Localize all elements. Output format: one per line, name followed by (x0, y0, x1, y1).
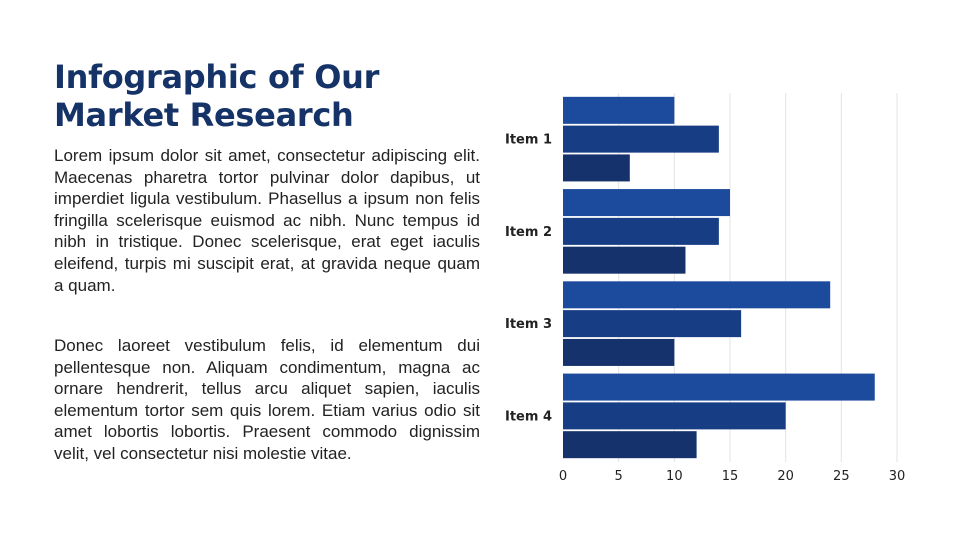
bar (563, 431, 697, 459)
bar (563, 246, 686, 274)
bar (563, 402, 786, 430)
category-label: Item 1 (505, 133, 552, 148)
slide-title: Infographic of Our Market Research (54, 58, 494, 134)
bar (563, 189, 730, 217)
chart-x-tick-labels: 0 5 10 15 20 25 30 (559, 469, 905, 484)
bar-chart: Item 1 Item 2 Item 3 Item 4 0 5 10 15 20 25 30 (505, 93, 905, 484)
bar (563, 125, 719, 153)
bar (563, 281, 831, 309)
x-tick-label: 10 (666, 469, 683, 484)
slide-title-line-1: Infographic of Our (54, 58, 380, 96)
bar (563, 338, 675, 366)
slide-title-line-2: Market Research (54, 96, 354, 134)
bar (563, 310, 742, 338)
x-tick-label: 30 (889, 469, 906, 484)
category-label: Item 3 (505, 317, 552, 332)
chart-bars (563, 96, 875, 459)
body-paragraph-1: Lorem ipsum dolor sit amet, consectetur … (54, 146, 480, 295)
bar (563, 154, 630, 182)
x-tick-label: 25 (833, 469, 850, 484)
body-paragraph-2: Donec laoreet vestibulum felis, id eleme… (54, 336, 480, 463)
category-label: Item 4 (505, 409, 552, 424)
bar (563, 373, 875, 401)
bar (563, 96, 675, 124)
x-tick-label: 0 (559, 469, 567, 484)
category-label: Item 2 (505, 225, 552, 240)
x-tick-label: 15 (722, 469, 739, 484)
chart-category-labels: Item 1 Item 2 Item 3 Item 4 (505, 133, 552, 425)
x-tick-label: 5 (615, 469, 623, 484)
x-tick-label: 20 (777, 469, 794, 484)
bar (563, 217, 719, 245)
